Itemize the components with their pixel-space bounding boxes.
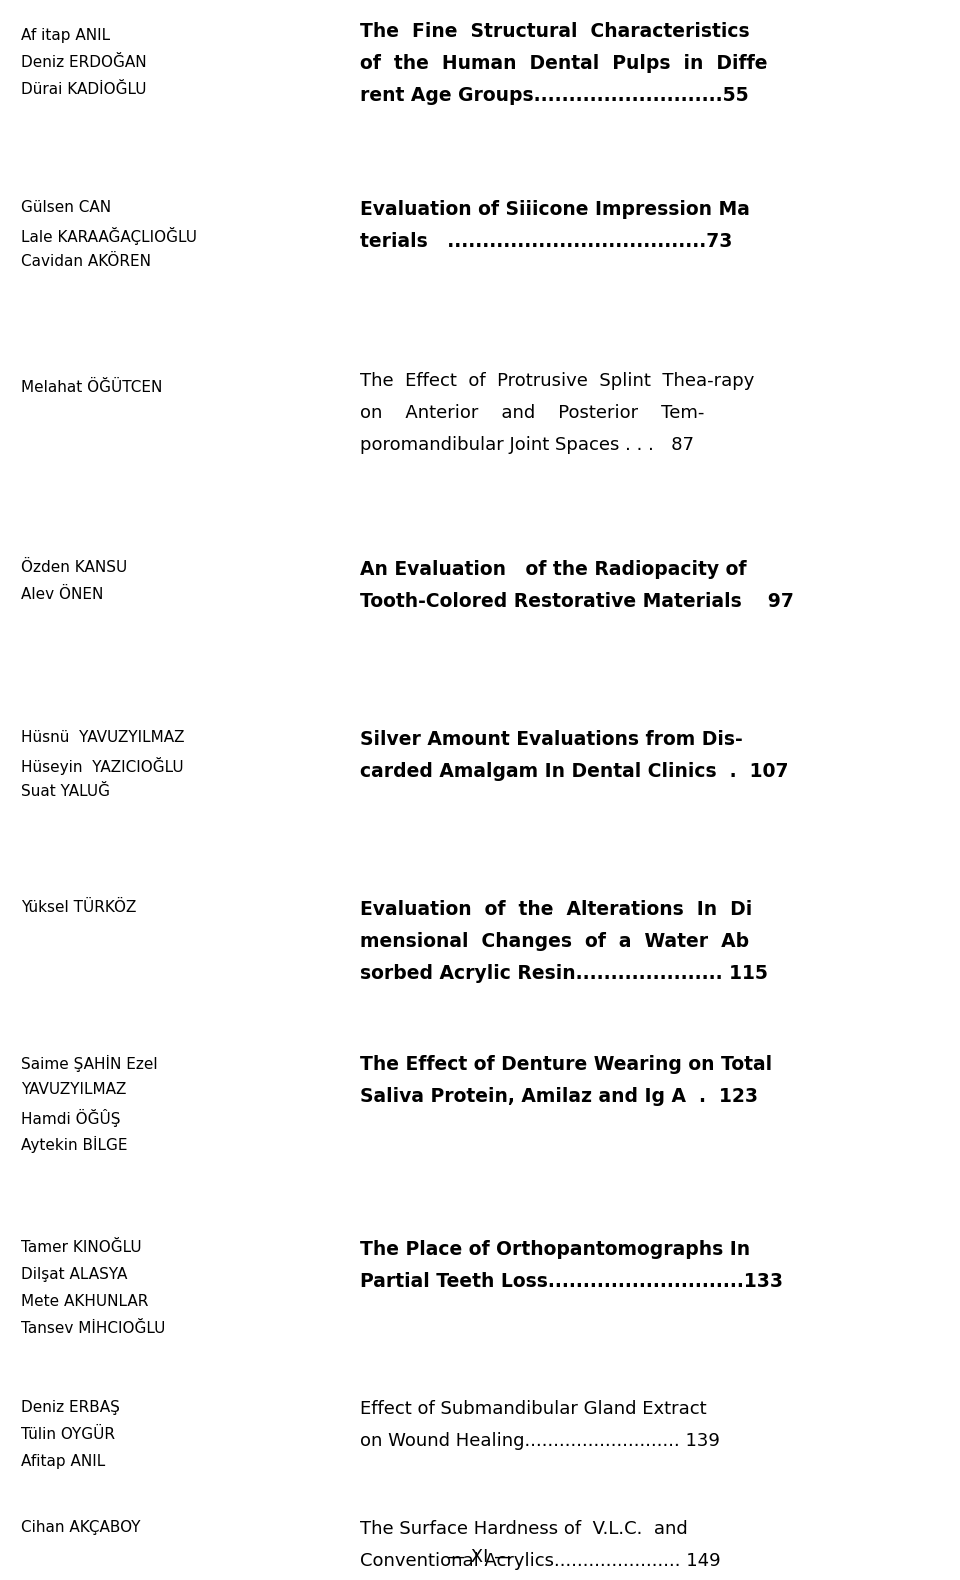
Text: sorbed Acrylic Resin..................... 115: sorbed Acrylic Resin....................… [360, 964, 768, 983]
Text: Afitap ANIL: Afitap ANIL [21, 1454, 106, 1469]
Text: Tamer KINOĞLU: Tamer KINOĞLU [21, 1240, 142, 1255]
Text: on    Anterior    and    Posterior    Tem-: on Anterior and Posterior Tem- [360, 404, 705, 422]
Text: Mete AKHUNLAR: Mete AKHUNLAR [21, 1294, 149, 1308]
Text: Melahat ÖĞÜTCEN: Melahat ÖĞÜTCEN [21, 381, 162, 395]
Text: The Surface Hardness of  V.L.C.  and: The Surface Hardness of V.L.C. and [360, 1520, 687, 1537]
Text: Dilşat ALASYA: Dilşat ALASYA [21, 1267, 128, 1281]
Text: An Evaluation   of the Radiopacity of: An Evaluation of the Radiopacity of [360, 559, 747, 578]
Text: poromandibular Joint Spaces . . .   87: poromandibular Joint Spaces . . . 87 [360, 436, 694, 453]
Text: Suat YALUĞ: Suat YALUĞ [21, 784, 110, 799]
Text: Deniz ERDOĞAN: Deniz ERDOĞAN [21, 55, 147, 70]
Text: Gülsen CAN: Gülsen CAN [21, 201, 111, 215]
Text: Partial Teeth Loss............................133: Partial Teeth Loss......................… [360, 1272, 783, 1291]
Text: Tansev MİHCIOĞLU: Tansev MİHCIOĞLU [21, 1321, 165, 1337]
Text: Silver Amount Evaluations from Dis-: Silver Amount Evaluations from Dis- [360, 730, 743, 749]
Text: on Wound Healing........................... 139: on Wound Healing........................… [360, 1431, 720, 1450]
Text: Evaluation of Siiicone Impression Ma: Evaluation of Siiicone Impression Ma [360, 201, 750, 220]
Text: Özden KANSU: Özden KANSU [21, 559, 128, 575]
Text: Evaluation  of  the  Alterations  In  Di: Evaluation of the Alterations In Di [360, 901, 753, 920]
Text: Conventional Acrylics...................... 149: Conventional Acrylics...................… [360, 1552, 721, 1571]
Text: The  Effect  of  Protrusive  Splint  Thea-rapy: The Effect of Protrusive Splint Thea-rap… [360, 371, 755, 390]
Text: The Place of Orthopantomographs In: The Place of Orthopantomographs In [360, 1240, 750, 1259]
Text: The  Fine  Structural  Characteristics: The Fine Structural Characteristics [360, 22, 750, 41]
Text: Cihan AKÇABOY: Cihan AKÇABOY [21, 1520, 140, 1536]
Text: terials   .....................................73: terials ................................… [360, 232, 732, 251]
Text: Aytekin BİLGE: Aytekin BİLGE [21, 1136, 128, 1153]
Text: Effect of Submandibular Gland Extract: Effect of Submandibular Gland Extract [360, 1400, 707, 1417]
Text: Hüseyin  YAZICIOĞLU: Hüseyin YAZICIOĞLU [21, 757, 183, 776]
Text: rent Age Groups...........................55: rent Age Groups.........................… [360, 85, 749, 104]
Text: Cavidan AKÖREN: Cavidan AKÖREN [21, 254, 151, 269]
Text: Tooth-Colored Restorative Materials    97: Tooth-Colored Restorative Materials 97 [360, 592, 794, 611]
Text: Deniz ERBAŞ: Deniz ERBAŞ [21, 1400, 120, 1416]
Text: Hamdi ÖĞÛŞ: Hamdi ÖĞÛŞ [21, 1109, 121, 1127]
Text: mensional  Changes  of  a  Water  Ab: mensional Changes of a Water Ab [360, 932, 749, 951]
Text: Dürai KADİOĞLU: Dürai KADİOĞLU [21, 82, 147, 96]
Text: Af itap ANIL: Af itap ANIL [21, 28, 110, 43]
Text: Tülin OYGÜR: Tülin OYGÜR [21, 1427, 115, 1443]
Text: — XI —: — XI — [447, 1548, 513, 1566]
Text: Alev ÖNEN: Alev ÖNEN [21, 588, 104, 602]
Text: YAVUZYILMAZ: YAVUZYILMAZ [21, 1082, 127, 1097]
Text: Saime ŞAHİN Ezel: Saime ŞAHİN Ezel [21, 1055, 157, 1071]
Text: Hüsnü  YAVUZYILMAZ: Hüsnü YAVUZYILMAZ [21, 730, 184, 746]
Text: The Effect of Denture Wearing on Total: The Effect of Denture Wearing on Total [360, 1055, 772, 1074]
Text: Lale KARAAĞAÇLIOĞLU: Lale KARAAĞAÇLIOĞLU [21, 228, 197, 245]
Text: Yüksel TÜRKÖZ: Yüksel TÜRKÖZ [21, 901, 136, 915]
Text: carded Amalgam In Dental Clinics  .  107: carded Amalgam In Dental Clinics . 107 [360, 762, 788, 781]
Text: of  the  Human  Dental  Pulps  in  Diffe: of the Human Dental Pulps in Diffe [360, 54, 767, 73]
Text: Saliva Protein, Amilaz and Ig A  .  123: Saliva Protein, Amilaz and Ig A . 123 [360, 1087, 758, 1106]
